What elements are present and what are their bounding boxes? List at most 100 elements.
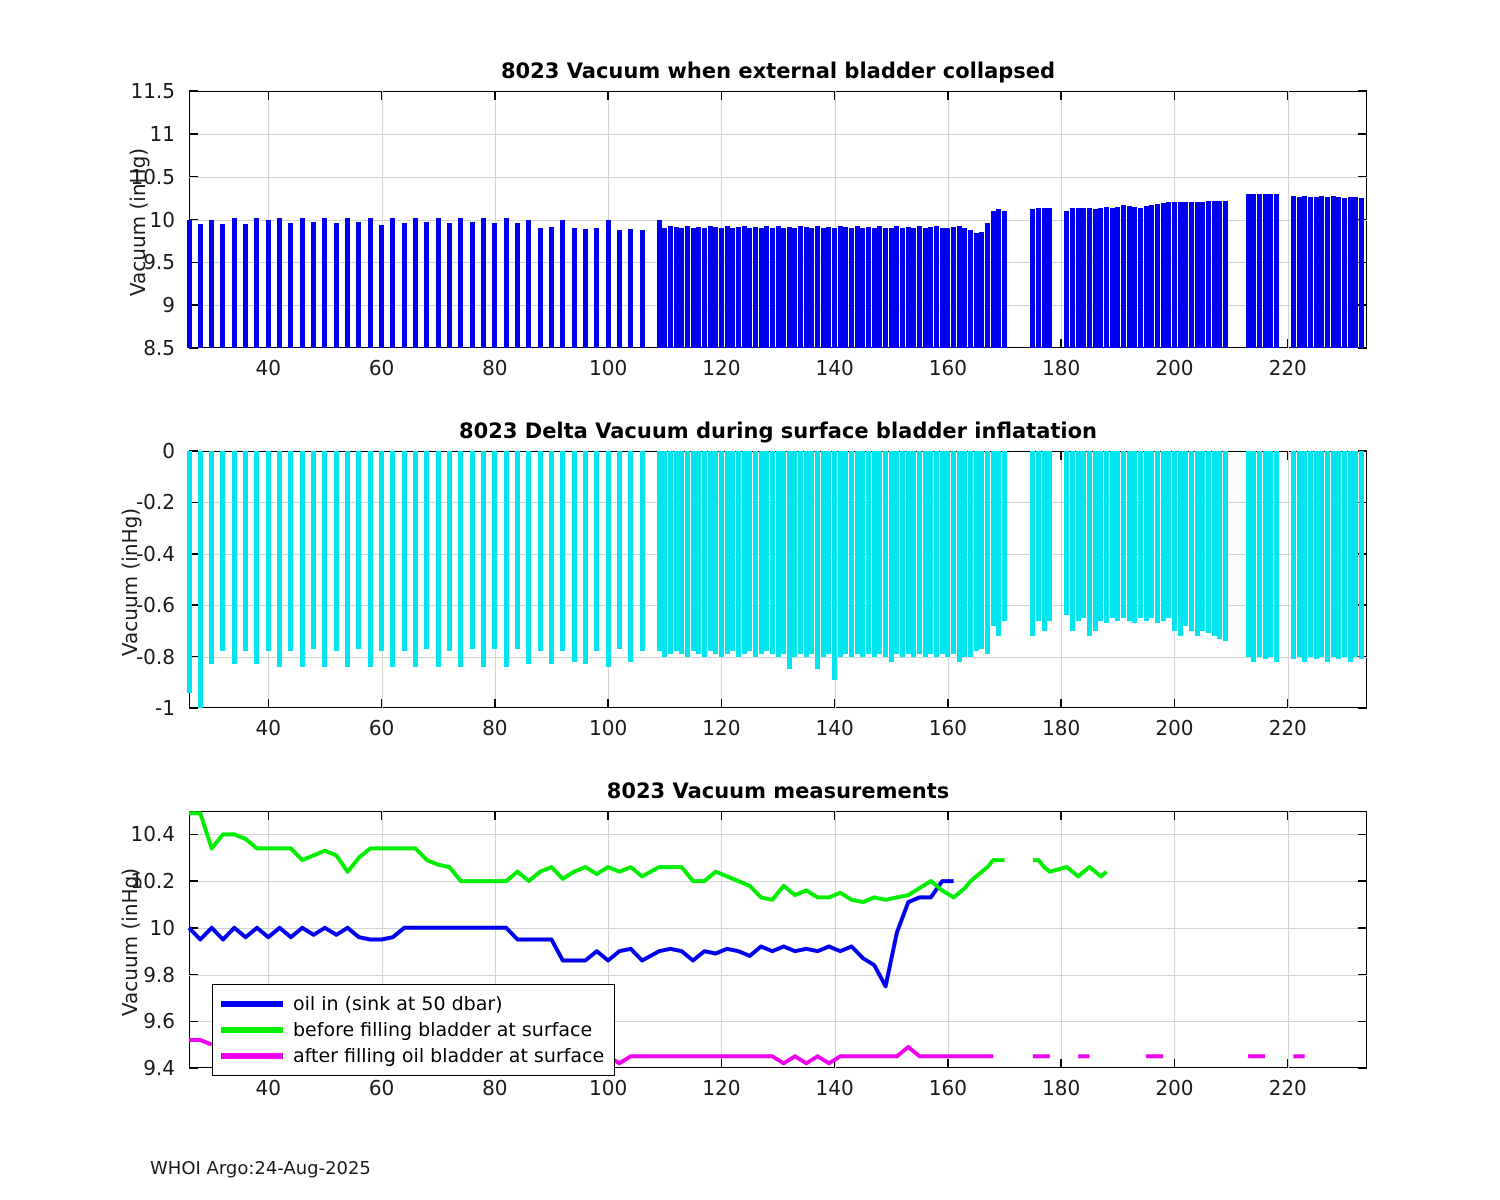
- gridline-horizontal: [189, 656, 1367, 658]
- bar: [277, 217, 283, 348]
- bar: [186, 451, 192, 693]
- bar: [968, 229, 974, 348]
- bar: [1324, 197, 1330, 348]
- series-line: [1032, 858, 1108, 879]
- bar: [679, 228, 685, 348]
- bar: [713, 227, 719, 348]
- bar: [639, 451, 645, 652]
- bar: [973, 233, 979, 348]
- y-tickmark: [189, 880, 198, 882]
- x-tick-label: 80: [482, 356, 508, 380]
- x-tickmark: [833, 91, 836, 100]
- bar: [747, 451, 753, 652]
- bar: [883, 451, 889, 657]
- bar: [849, 451, 855, 657]
- y-tickmark: [1358, 347, 1367, 349]
- x-tickmark: [1173, 91, 1176, 100]
- x-tickmark: [267, 811, 270, 820]
- x-tickmark: [833, 1059, 836, 1068]
- bar: [1149, 204, 1155, 348]
- x-tick-label: 180: [1042, 716, 1081, 740]
- bar: [1251, 451, 1257, 662]
- bar: [843, 227, 849, 348]
- bar: [962, 451, 968, 657]
- x-tickmark: [833, 699, 836, 708]
- y-tickmark: [1358, 175, 1367, 178]
- bar: [435, 451, 441, 667]
- bar: [1137, 451, 1143, 619]
- bar: [917, 451, 923, 655]
- bar: [424, 451, 430, 649]
- x-tickmark: [267, 91, 270, 100]
- bar: [379, 451, 385, 652]
- bar: [1075, 451, 1081, 621]
- bar: [1092, 451, 1098, 631]
- bar: [1183, 202, 1189, 348]
- gridline-vertical: [1061, 91, 1063, 348]
- bar: [582, 228, 588, 348]
- bar: [968, 451, 974, 657]
- bar: [1245, 193, 1251, 348]
- bar: [1313, 451, 1319, 660]
- bar: [356, 451, 362, 649]
- bar: [1103, 451, 1109, 624]
- bar: [894, 451, 900, 655]
- bar: [458, 217, 464, 348]
- y-tick-label: 9.6: [143, 1009, 175, 1034]
- bar: [775, 226, 781, 348]
- bar: [1188, 451, 1194, 631]
- bar: [1222, 451, 1228, 642]
- y-tick-label: 10: [149, 915, 175, 940]
- bar: [1205, 200, 1211, 348]
- y-tickmark: [189, 707, 198, 709]
- panel-vacuum-measurements: 8023 Vacuum measurements oil in (sink at…: [187, 779, 1367, 1076]
- bar: [1120, 451, 1126, 619]
- y-tickmark: [1358, 707, 1367, 709]
- gridline-horizontal: [189, 219, 1367, 221]
- bar: [1132, 451, 1138, 624]
- bar: [871, 451, 877, 657]
- bar: [877, 226, 883, 348]
- x-tickmark: [1286, 339, 1289, 348]
- bar: [1036, 208, 1042, 348]
- bar: [662, 451, 668, 657]
- bar: [1194, 202, 1200, 348]
- bar: [979, 451, 985, 649]
- footer-credit: WHOI Argo:24-Aug-2025: [150, 1158, 371, 1179]
- x-tick-label: 40: [255, 356, 282, 380]
- bar: [1302, 196, 1308, 348]
- bar: [1166, 202, 1172, 348]
- gridline-vertical: [1287, 451, 1289, 708]
- gridline-vertical: [1061, 451, 1063, 708]
- y-tickmark: [189, 501, 198, 504]
- bar: [798, 226, 804, 348]
- bar: [752, 451, 758, 657]
- bar: [1341, 451, 1347, 657]
- x-tickmark: [720, 811, 723, 820]
- y-tickmark: [189, 133, 198, 135]
- bar: [996, 209, 1002, 348]
- bar: [803, 227, 809, 348]
- x-tick-label: 100: [589, 716, 628, 740]
- bar: [424, 222, 430, 348]
- bar: [1137, 207, 1143, 348]
- bar: [1115, 451, 1121, 621]
- bar: [514, 451, 520, 649]
- x-tickmark: [1286, 699, 1289, 708]
- y-tick-label: -0.6: [135, 593, 175, 618]
- bar: [231, 451, 237, 665]
- y-tickmark: [1358, 880, 1367, 882]
- bar: [1171, 202, 1177, 348]
- bar: [1036, 451, 1042, 621]
- x-tick-label: 200: [1155, 716, 1194, 740]
- bar: [718, 451, 724, 657]
- bar: [792, 228, 798, 348]
- bar: [197, 223, 203, 348]
- x-tick-label: 100: [589, 1076, 628, 1100]
- bar: [1126, 451, 1132, 621]
- x-tick-label: 100: [589, 356, 628, 380]
- x-tickmark: [380, 811, 383, 820]
- bar: [548, 451, 554, 665]
- bar: [724, 226, 730, 348]
- bar: [662, 228, 668, 348]
